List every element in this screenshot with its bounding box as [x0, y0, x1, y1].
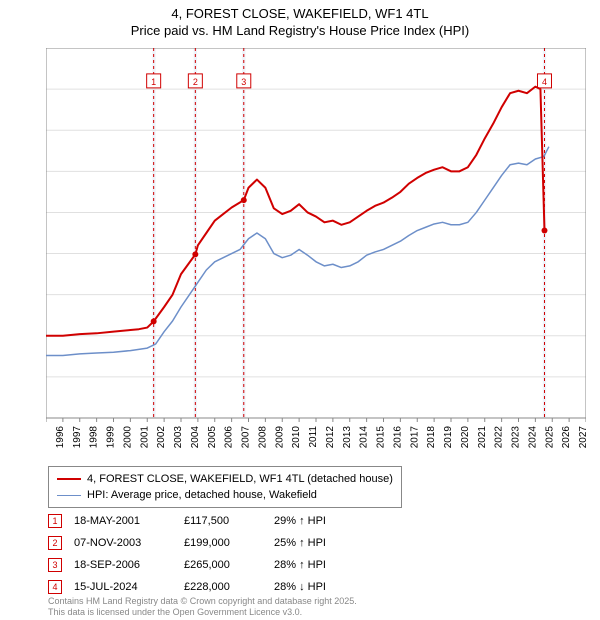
svg-text:2006: 2006	[224, 426, 235, 449]
svg-text:2011: 2011	[308, 426, 319, 448]
svg-text:2019: 2019	[443, 426, 454, 449]
svg-text:2023: 2023	[511, 426, 522, 449]
svg-text:2008: 2008	[257, 426, 268, 449]
sale-date: 15-JUL-2024	[74, 576, 184, 598]
svg-text:1: 1	[151, 77, 156, 87]
svg-text:1998: 1998	[89, 426, 100, 449]
svg-text:1995: 1995	[46, 426, 49, 449]
svg-text:4: 4	[542, 77, 547, 87]
svg-text:2013: 2013	[342, 426, 353, 449]
svg-text:2015: 2015	[376, 426, 387, 449]
svg-text:3: 3	[241, 77, 246, 87]
svg-text:2014: 2014	[359, 426, 370, 449]
chart-svg: £0£50K£100K£150K£200K£250K£300K£350K£400…	[46, 48, 586, 468]
sales-table: 1 18-MAY-2001£117,50029% ↑ HPI 2 07-NOV-200…	[48, 510, 338, 598]
svg-text:2022: 2022	[494, 426, 505, 449]
svg-text:2000: 2000	[122, 426, 133, 449]
legend-label-property: 4, FOREST CLOSE, WAKEFIELD, WF1 4TL (det…	[87, 473, 393, 485]
footer-line-2: This data is licensed under the Open Gov…	[48, 607, 357, 618]
footer-attribution: Contains HM Land Registry data © Crown c…	[48, 596, 357, 618]
sale-row: 4 15-JUL-2024£228,00028% ↓ HPI	[48, 576, 338, 598]
sale-marker: 2	[48, 536, 62, 550]
svg-text:2004: 2004	[190, 426, 201, 449]
svg-text:2005: 2005	[207, 426, 218, 449]
sale-delta: 25% ↑ HPI	[274, 532, 338, 554]
svg-text:2026: 2026	[561, 426, 572, 449]
sale-date: 18-MAY-2001	[74, 510, 184, 532]
sale-marker: 1	[48, 514, 62, 528]
sale-price: £117,500	[184, 510, 274, 532]
svg-text:1999: 1999	[106, 426, 117, 449]
legend-item-property: 4, FOREST CLOSE, WAKEFIELD, WF1 4TL (det…	[57, 471, 393, 487]
svg-text:1997: 1997	[72, 426, 83, 449]
sale-marker: 3	[48, 558, 62, 572]
legend-item-hpi: HPI: Average price, detached house, Wake…	[57, 487, 393, 503]
svg-text:2001: 2001	[139, 426, 150, 449]
sale-price: £228,000	[184, 576, 274, 598]
legend-line-hpi	[57, 495, 81, 496]
svg-text:2010: 2010	[291, 426, 302, 449]
svg-text:2020: 2020	[460, 426, 471, 449]
svg-text:2009: 2009	[274, 426, 285, 449]
svg-text:2002: 2002	[156, 426, 167, 449]
svg-text:2: 2	[193, 77, 198, 87]
svg-text:2021: 2021	[477, 426, 488, 449]
title-line-2: Price paid vs. HM Land Registry's House …	[0, 23, 600, 38]
legend-line-property	[57, 478, 81, 480]
sale-price: £265,000	[184, 554, 274, 576]
price-chart: £0£50K£100K£150K£200K£250K£300K£350K£400…	[46, 48, 586, 418]
svg-text:2018: 2018	[426, 426, 437, 449]
title-line-1: 4, FOREST CLOSE, WAKEFIELD, WF1 4TL	[0, 6, 600, 21]
svg-text:2017: 2017	[409, 426, 420, 449]
svg-text:2016: 2016	[392, 426, 403, 449]
svg-text:1996: 1996	[55, 426, 66, 449]
chart-legend: 4, FOREST CLOSE, WAKEFIELD, WF1 4TL (det…	[48, 466, 402, 508]
sale-row: 2 07-NOV-2003£199,00025% ↑ HPI	[48, 532, 338, 554]
footer-line-1: Contains HM Land Registry data © Crown c…	[48, 596, 357, 607]
sale-price: £199,000	[184, 532, 274, 554]
sale-delta: 29% ↑ HPI	[274, 510, 338, 532]
sale-row: 1 18-MAY-2001£117,50029% ↑ HPI	[48, 510, 338, 532]
sale-delta: 28% ↓ HPI	[274, 576, 338, 598]
sale-row: 3 18-SEP-2006£265,00028% ↑ HPI	[48, 554, 338, 576]
svg-text:2012: 2012	[325, 426, 336, 449]
svg-text:2007: 2007	[241, 426, 252, 449]
sale-delta: 28% ↑ HPI	[274, 554, 338, 576]
sale-date: 07-NOV-2003	[74, 532, 184, 554]
svg-text:2025: 2025	[544, 426, 555, 449]
sale-date: 18-SEP-2006	[74, 554, 184, 576]
svg-text:2003: 2003	[173, 426, 184, 449]
legend-label-hpi: HPI: Average price, detached house, Wake…	[87, 489, 317, 501]
sale-marker: 4	[48, 580, 62, 594]
svg-text:2024: 2024	[527, 426, 538, 449]
svg-text:2027: 2027	[578, 426, 586, 449]
